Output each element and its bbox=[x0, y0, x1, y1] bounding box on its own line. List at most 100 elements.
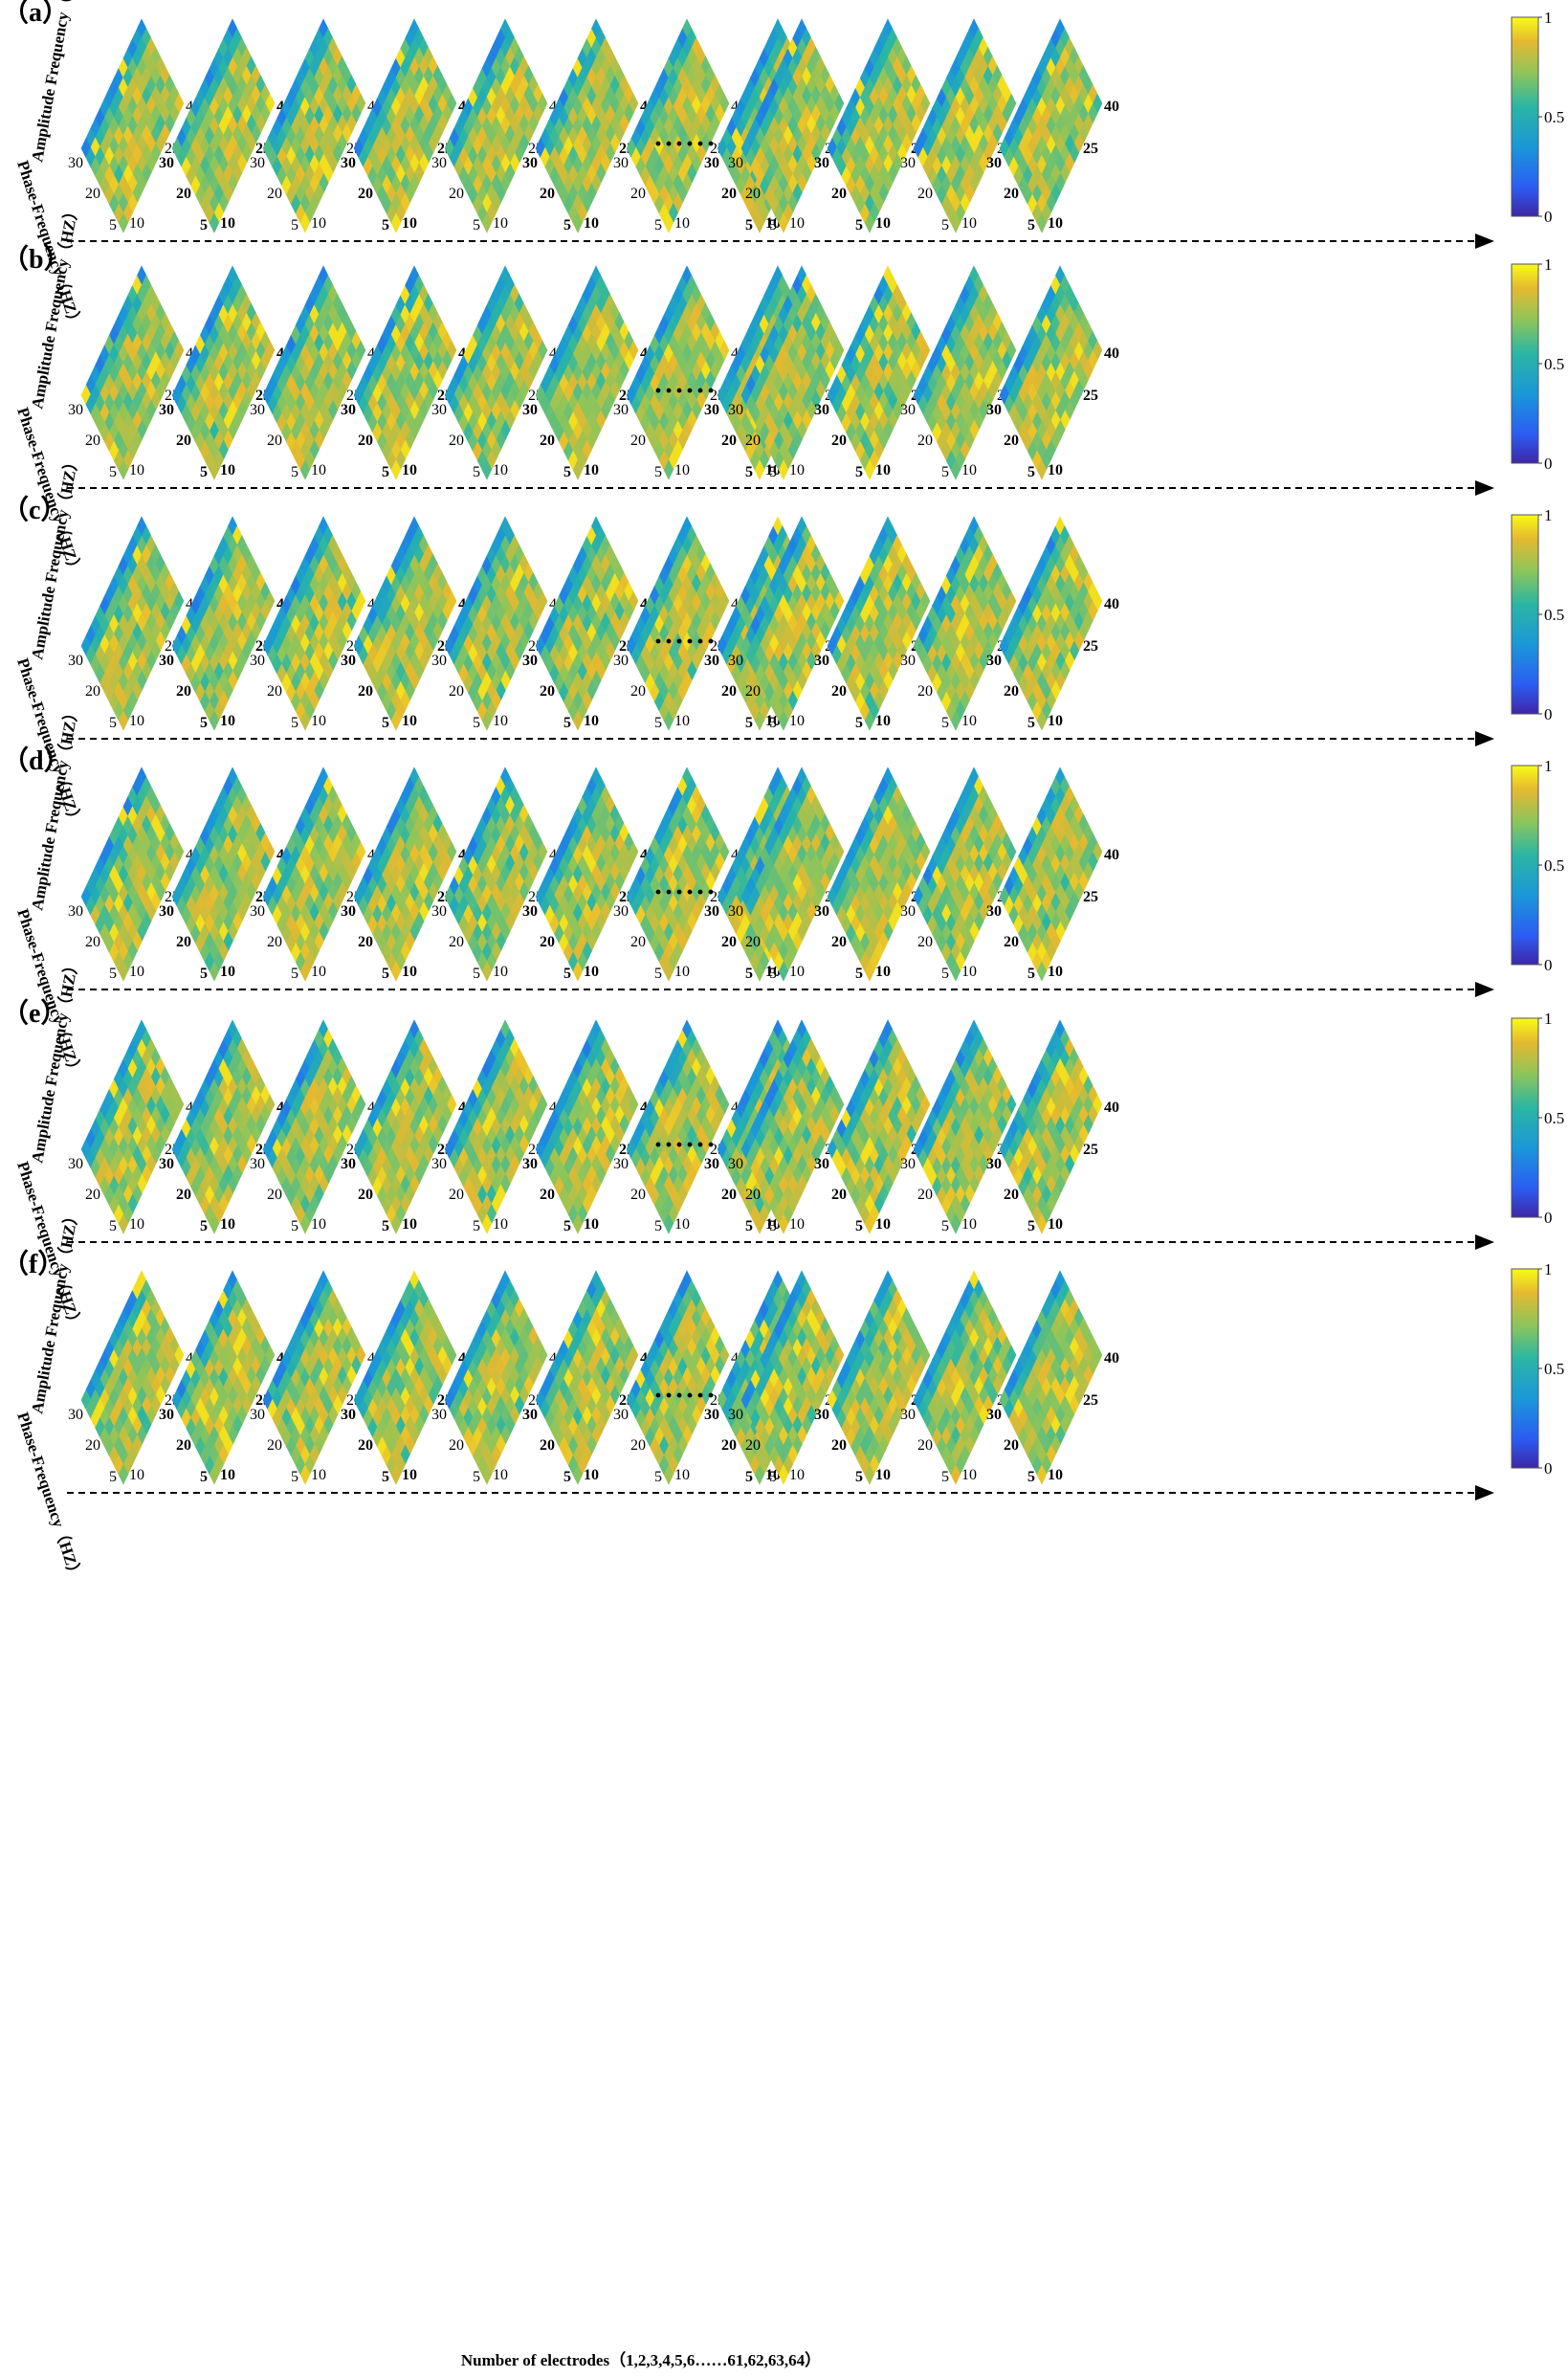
tick-label: 30 bbox=[986, 653, 1002, 669]
tick-label: 30 bbox=[68, 402, 83, 418]
tick-label: 30 bbox=[341, 402, 356, 418]
tick-label: 20 bbox=[917, 186, 933, 202]
tick-label: 10 bbox=[311, 462, 326, 478]
tick-label: 5 bbox=[109, 966, 117, 982]
tick-label: 30 bbox=[431, 402, 447, 418]
colorbar-tick-label: 0 bbox=[1544, 705, 1553, 723]
tick-label: 5 bbox=[563, 217, 571, 233]
tick-label: 5 bbox=[654, 464, 662, 480]
tick-label: 30 bbox=[159, 903, 174, 920]
tick-label: 10 bbox=[129, 713, 144, 729]
colorbar-tick-label: 1 bbox=[1544, 256, 1553, 274]
tick-label: 20 bbox=[745, 683, 761, 700]
tick-label: 10 bbox=[220, 713, 235, 729]
tick-label: 5 bbox=[109, 464, 117, 480]
tick-label: 30 bbox=[522, 402, 538, 418]
tick-label: 20 bbox=[267, 186, 282, 202]
ellipsis: ······ bbox=[653, 128, 717, 160]
tick-label: 30 bbox=[814, 402, 829, 418]
tick-label: 5 bbox=[745, 217, 753, 233]
colorbar-tick-label: 0.5 bbox=[1544, 606, 1564, 624]
tick-label: 20 bbox=[85, 433, 100, 449]
tick-label: 20 bbox=[267, 683, 282, 700]
tick-label: 5 bbox=[855, 217, 863, 233]
tick-label: 5 bbox=[291, 966, 298, 982]
tick-label: 10 bbox=[789, 462, 805, 478]
tick-label: 10 bbox=[220, 215, 235, 232]
tick-label: 10 bbox=[875, 462, 891, 478]
tick-label: 20 bbox=[630, 186, 646, 202]
tick-label: 30 bbox=[900, 653, 916, 669]
tick-label: 20 bbox=[630, 433, 646, 449]
tick-label: 20 bbox=[176, 433, 191, 449]
tick-label: 30 bbox=[814, 155, 829, 171]
tick-label: 10 bbox=[1048, 713, 1063, 729]
tick-label: 30 bbox=[341, 155, 356, 171]
tick-label: 5 bbox=[291, 715, 298, 731]
tick-label: 30 bbox=[522, 653, 538, 669]
tick-label: 10 bbox=[961, 462, 977, 478]
tick-label: 5 bbox=[473, 217, 480, 233]
tick-label: 20 bbox=[267, 934, 282, 950]
tick-label: 20 bbox=[85, 683, 100, 700]
tick-label: 30 bbox=[613, 653, 629, 669]
tick-label: 30 bbox=[250, 653, 265, 669]
tick-label: 20 bbox=[358, 433, 373, 449]
tick-label: 20 bbox=[358, 683, 373, 700]
tick-label: 10 bbox=[584, 215, 599, 232]
tick-label: 10 bbox=[789, 713, 805, 729]
heatmap-cell bbox=[209, 212, 220, 233]
tick-label: 30 bbox=[159, 155, 174, 171]
tick-label: 20 bbox=[267, 433, 282, 449]
heatmap-cell bbox=[481, 212, 493, 233]
tick-label: 30 bbox=[986, 402, 1002, 418]
tick-label: 5 bbox=[200, 966, 208, 982]
tick-label: 20 bbox=[85, 186, 100, 202]
ellipsis: ······ bbox=[653, 626, 717, 657]
tick-label: 5 bbox=[200, 715, 208, 731]
tick-label: 30 bbox=[814, 653, 829, 669]
tick-label: 30 bbox=[159, 402, 174, 418]
panel-b: （b）Amplitude Frequency（HZ）Phase-Frequenc… bbox=[2, 202, 1564, 578]
tick-label: 10 bbox=[493, 713, 508, 729]
tick-label: 30 bbox=[613, 155, 629, 171]
tick-label: 10 bbox=[493, 215, 508, 232]
colorbar-tick-label: 0.5 bbox=[1544, 108, 1564, 126]
tick-label: 30 bbox=[250, 155, 265, 171]
tick-label: 5 bbox=[941, 464, 949, 480]
tick-label: 30 bbox=[900, 402, 916, 418]
tick-label: 20 bbox=[540, 683, 555, 700]
colorbar bbox=[1511, 16, 1539, 217]
tick-label: 20 bbox=[176, 934, 191, 950]
tick-label: 20 bbox=[449, 433, 464, 449]
tick-label: 20 bbox=[630, 683, 646, 700]
tick-label: 25 bbox=[1083, 141, 1098, 157]
tick-label: 25 bbox=[1083, 638, 1098, 655]
tick-label: 5 bbox=[1027, 464, 1035, 480]
tick-label: 5 bbox=[855, 715, 863, 731]
tick-label: 5 bbox=[855, 464, 863, 480]
heatmap-cell bbox=[118, 212, 129, 233]
tick-label: 5 bbox=[769, 464, 777, 480]
tick-label: 5 bbox=[941, 715, 949, 731]
tick-label: 20 bbox=[721, 433, 737, 449]
tick-label: 10 bbox=[875, 713, 891, 729]
tick-label: 30 bbox=[986, 155, 1002, 171]
tick-label: 20 bbox=[721, 186, 737, 202]
tick-label: 5 bbox=[291, 464, 298, 480]
tick-label: 20 bbox=[1004, 186, 1019, 202]
tick-label: 20 bbox=[540, 433, 555, 449]
tick-label: 30 bbox=[728, 155, 743, 171]
tick-label: 20 bbox=[85, 934, 100, 950]
tick-label: 5 bbox=[473, 464, 480, 480]
tick-label: 5 bbox=[654, 217, 662, 233]
colorbar-tick-label: 0.5 bbox=[1544, 355, 1564, 373]
tick-label: 10 bbox=[129, 462, 144, 478]
tick-label: 20 bbox=[449, 683, 464, 700]
colorbar-tick-label: 1 bbox=[1544, 506, 1553, 524]
